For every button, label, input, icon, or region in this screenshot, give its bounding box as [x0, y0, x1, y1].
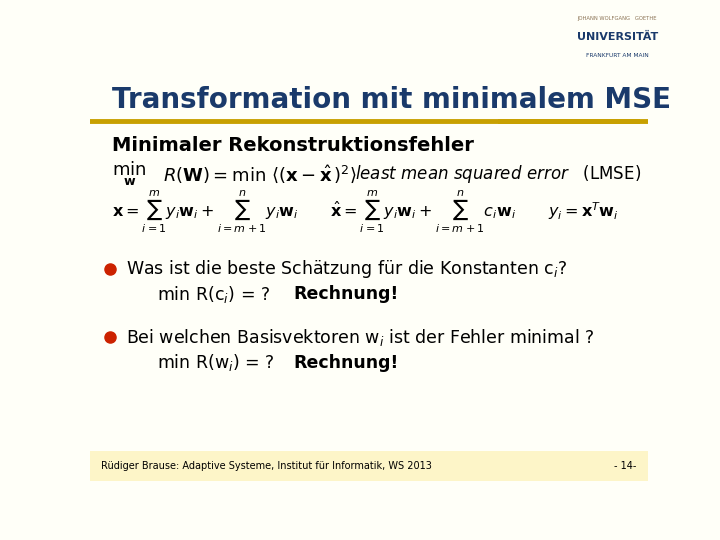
Text: $\min_{\mathbf{w}}$: $\min_{\mathbf{w}}$: [112, 159, 147, 188]
Text: Was ist die beste Schätzung für die Konstanten c$_i$?: Was ist die beste Schätzung für die Kons…: [126, 258, 567, 280]
Text: Minimaler Rekonstruktionsfehler: Minimaler Rekonstruktionsfehler: [112, 137, 474, 156]
Text: JOHANN WOLFGANG   GOETHE: JOHANN WOLFGANG GOETHE: [577, 16, 657, 21]
Text: $y_i = \mathbf{x}^T\mathbf{w}_i$: $y_i = \mathbf{x}^T\mathbf{w}_i$: [547, 200, 618, 222]
Text: min R(w$_i$) = ?: min R(w$_i$) = ?: [157, 353, 274, 374]
FancyBboxPatch shape: [90, 451, 648, 481]
Text: Rüdiger Brause: Adaptive Systeme, Institut für Informatik, WS 2013: Rüdiger Brause: Adaptive Systeme, Instit…: [101, 461, 432, 471]
Text: Rechnung!: Rechnung!: [294, 354, 399, 372]
Text: Transformation mit minimalem MSE: Transformation mit minimalem MSE: [112, 86, 671, 114]
Text: min R(c$_i$) = ?: min R(c$_i$) = ?: [157, 284, 270, 305]
Text: $\mathit{least\ mean\ squared\ error}$   (LMSE): $\mathit{least\ mean\ squared\ error}$ (…: [355, 163, 641, 185]
Text: Rechnung!: Rechnung!: [294, 285, 399, 303]
Text: Bei welchen Basisvektoren w$_i$ ist der Fehler minimal ?: Bei welchen Basisvektoren w$_i$ ist der …: [126, 327, 595, 348]
Text: $R(\mathbf{W}) = \min\ \langle(\mathbf{x}-\hat{\mathbf{x}}\,)^2\rangle$: $R(\mathbf{W}) = \min\ \langle(\mathbf{x…: [163, 163, 356, 185]
Text: $\mathbf{x} = \sum_{i=1}^{m} y_i\mathbf{w}_i + \sum_{i=m+1}^{n} y_i\mathbf{w}_i$: $\mathbf{x} = \sum_{i=1}^{m} y_i\mathbf{…: [112, 188, 299, 234]
Text: FRANKFURT AM MAIN: FRANKFURT AM MAIN: [586, 52, 649, 58]
Text: UNIVERSITÄT: UNIVERSITÄT: [577, 32, 658, 42]
Text: $\hat{\mathbf{x}} = \sum_{i=1}^{m} y_i\mathbf{w}_i + \sum_{i=m+1}^{n} c_i\mathbf: $\hat{\mathbf{x}} = \sum_{i=1}^{m} y_i\m…: [330, 188, 516, 234]
Text: - 14-: - 14-: [614, 461, 637, 471]
